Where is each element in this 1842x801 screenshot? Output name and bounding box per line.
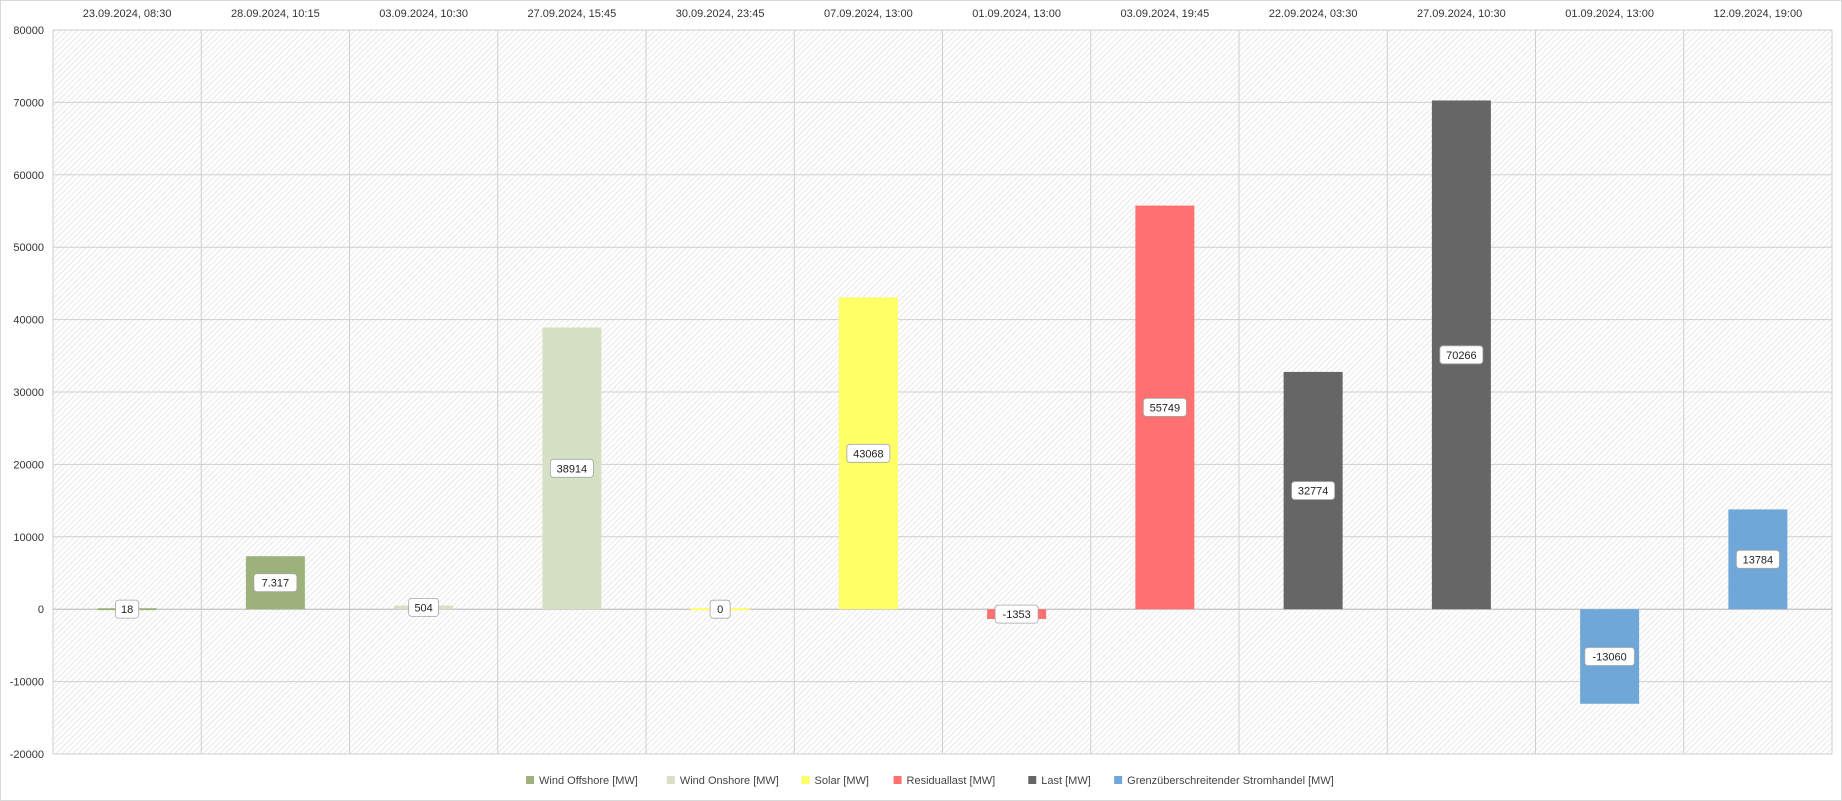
data-label: 43068 xyxy=(846,443,891,463)
data-label: 32774 xyxy=(1291,481,1336,500)
category-label: 27.09.2024, 15:45 xyxy=(528,8,617,20)
legend-label: Residuallast [MW] xyxy=(907,775,996,787)
data-label-text: 13784 xyxy=(1743,554,1774,566)
category-label: 07.09.2024, 13:00 xyxy=(824,8,913,20)
legend-item: Wind Offshore [MW] xyxy=(526,775,638,787)
category-label: 28.09.2024, 10:15 xyxy=(231,8,320,20)
category-label: 03.09.2024, 19:45 xyxy=(1121,8,1210,20)
y-tick-label: 30000 xyxy=(13,387,44,399)
data-labels: 18 7.317 504 38914 0 43068 -1353 55749 32774 7026… xyxy=(115,345,1780,666)
data-label-text: -1353 xyxy=(1003,609,1031,621)
category-label: 03.09.2024, 10:30 xyxy=(379,8,468,20)
y-tick-label: 60000 xyxy=(13,170,44,182)
legend-swatch xyxy=(666,776,675,784)
category-labels: 23.09.2024, 08:30 28.09.2024, 10:15 03.09.… xyxy=(83,8,1802,20)
y-tick-label: 70000 xyxy=(13,97,44,109)
legend-swatch xyxy=(1028,776,1037,784)
category-label: 30.09.2024, 23:45 xyxy=(676,8,765,20)
category-label: 27.09.2024, 10:30 xyxy=(1417,8,1506,20)
legend-swatch xyxy=(893,776,902,784)
legend-swatch xyxy=(801,776,810,784)
y-tick-label: 80000 xyxy=(13,25,44,37)
data-label-text: -13060 xyxy=(1592,651,1626,663)
data-label: 0 xyxy=(709,599,731,619)
data-label: 55749 xyxy=(1142,397,1187,417)
legend-item: Wind Onshore [MW] xyxy=(666,775,779,787)
data-label-box xyxy=(115,599,140,619)
data-label-text: 0 xyxy=(717,604,723,616)
data-label-box xyxy=(1439,345,1484,365)
data-label-box xyxy=(1735,549,1780,569)
category-label: 01.09.2024, 13:00 xyxy=(972,8,1061,20)
category-label: 12.09.2024, 19:00 xyxy=(1714,8,1803,20)
legend-label: Last [MW] xyxy=(1041,775,1091,787)
data-label-box xyxy=(1584,647,1635,666)
legend-label: Grenzüberschreitender Stromhandel [MW] xyxy=(1127,775,1334,787)
data-label: 504 xyxy=(408,597,439,617)
legend-item: Last [MW] xyxy=(1028,775,1091,787)
data-label: -13060 xyxy=(1584,647,1635,666)
y-tick-label: -20000 xyxy=(10,749,44,761)
data-label-text: 18 xyxy=(121,604,133,616)
data-label-box xyxy=(549,458,594,478)
category-label: 23.09.2024, 08:30 xyxy=(83,8,172,20)
data-label: 38914 xyxy=(549,458,594,478)
data-label-text: 32774 xyxy=(1298,486,1329,498)
data-label-box xyxy=(1291,481,1336,500)
legend-label: Solar [MW] xyxy=(815,775,869,787)
y-tick-label: 20000 xyxy=(13,459,44,471)
y-axis-ticks: 80000 70000 60000 50000 40000 30000 20000 10000… xyxy=(10,25,44,761)
data-label: 70266 xyxy=(1439,345,1484,365)
legend-item: Solar [MW] xyxy=(801,775,869,787)
data-label-text: 7.317 xyxy=(262,578,290,590)
data-label-text: 504 xyxy=(414,602,432,614)
legend-swatch xyxy=(526,776,535,784)
data-label-text: 38914 xyxy=(557,463,588,475)
data-label-text: 70266 xyxy=(1446,350,1477,362)
data-label-box xyxy=(846,443,891,463)
legend: Wind Offshore [MW] Wind Onshore [MW] Solar… xyxy=(526,775,1334,787)
data-label-box xyxy=(994,604,1039,624)
legend-item: Grenzüberschreitender Stromhandel [MW] xyxy=(1114,775,1334,787)
data-label-box xyxy=(709,599,731,619)
category-label: 01.09.2024, 13:00 xyxy=(1565,8,1654,20)
data-label-text: 43068 xyxy=(853,448,884,460)
data-label: 18 xyxy=(115,599,140,619)
legend-label: Wind Onshore [MW] xyxy=(680,775,779,787)
category-label: 22.09.2024, 03:30 xyxy=(1269,8,1358,20)
legend-label: Wind Offshore [MW] xyxy=(539,775,638,787)
y-tick-label: 0 xyxy=(38,604,44,616)
data-label-box xyxy=(1142,397,1187,417)
data-label-box xyxy=(253,573,298,593)
y-tick-label: 50000 xyxy=(13,242,44,254)
grid xyxy=(52,29,1833,755)
legend-item: Residuallast [MW] xyxy=(893,775,996,787)
data-label: 7.317 xyxy=(253,573,298,593)
legend-swatch xyxy=(1114,776,1123,784)
data-label-box xyxy=(408,597,439,617)
data-label: 13784 xyxy=(1735,549,1780,569)
data-label: -1353 xyxy=(994,604,1039,624)
y-tick-label: 40000 xyxy=(13,315,44,327)
y-tick-label: 10000 xyxy=(13,532,44,544)
y-tick-label: -10000 xyxy=(10,677,44,689)
data-label-text: 55749 xyxy=(1150,402,1181,414)
